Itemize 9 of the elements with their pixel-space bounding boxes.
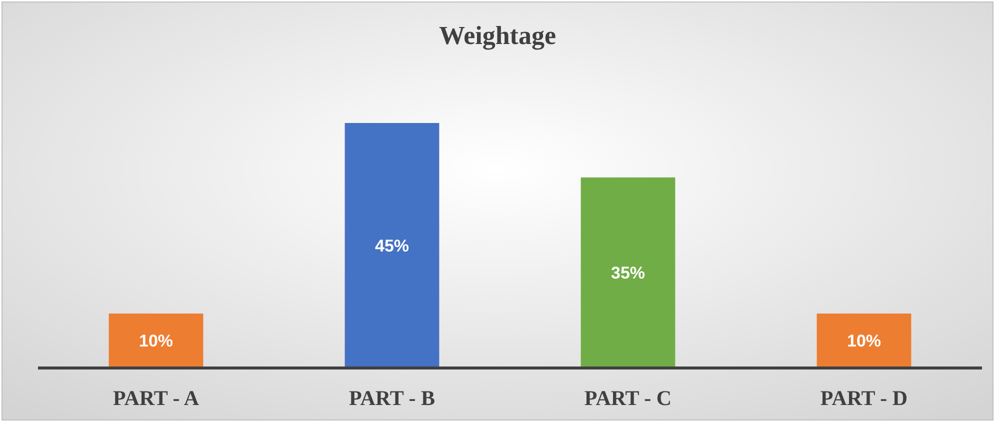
data-label: 10% <box>138 332 174 351</box>
x-tick-label: PART - D <box>820 386 908 410</box>
data-label: 10% <box>846 332 882 351</box>
x-tick-label: PART - C <box>584 386 672 410</box>
x-tick-label: PART - A <box>113 386 200 410</box>
chart-title: Weightage <box>439 21 556 50</box>
data-label: 35% <box>610 264 646 283</box>
data-label: 45% <box>374 236 410 256</box>
x-tick-label: PART - B <box>349 386 435 410</box>
